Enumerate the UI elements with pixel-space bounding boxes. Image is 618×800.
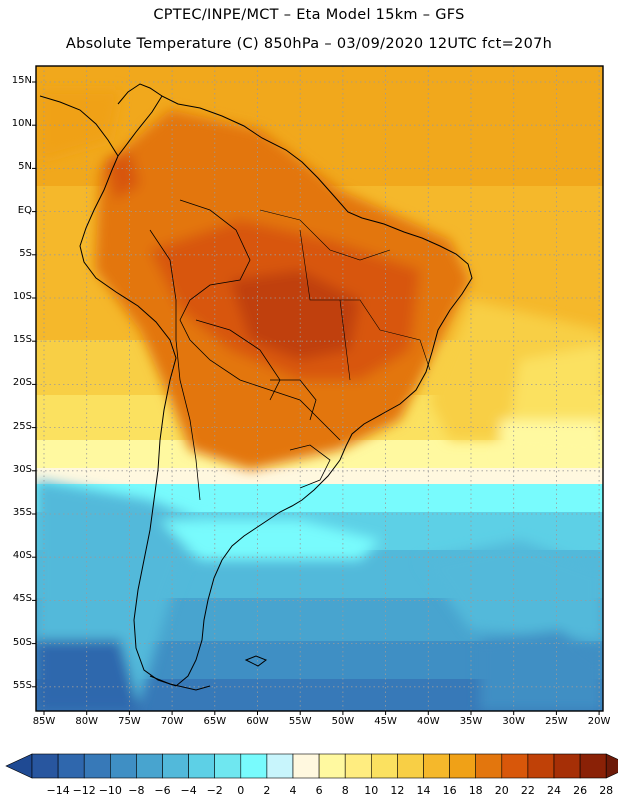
lon-label: 65W — [203, 716, 227, 727]
colorbar-segment — [188, 753, 216, 779]
colorbar-segment — [475, 753, 503, 779]
lon-label: 30W — [502, 716, 525, 727]
graticule — [36, 66, 603, 711]
colorbar-label: 12 — [390, 784, 405, 797]
lon-label: 45W — [374, 716, 397, 727]
colorbar-label: 26 — [573, 784, 588, 797]
lon-label: 20W — [587, 716, 611, 727]
colorbar-label: 24 — [547, 784, 561, 797]
lon-label: 85W — [32, 716, 56, 727]
colorbar-segment — [240, 753, 268, 779]
falklands — [244, 655, 268, 667]
temperature-field — [36, 66, 603, 711]
lat-label: 50S — [12, 636, 32, 648]
colorbar-label: 20 — [494, 784, 509, 797]
colorbar-segment — [579, 753, 607, 779]
colorbar-label: −14 — [46, 784, 70, 797]
map-frame — [35, 65, 604, 712]
lat-label: 10N — [11, 118, 32, 130]
colorbar-label: −2 — [206, 784, 223, 797]
lon-label: 75W — [118, 716, 141, 727]
map-title-line1: CPTEC/INPE/MCT – Eta Model 15km – GFS — [153, 7, 465, 23]
colorbar-arrow-high — [605, 753, 618, 779]
country-borders — [149, 199, 431, 501]
lat-label: 5S — [19, 247, 32, 259]
colorbar-segment — [318, 753, 346, 779]
border-brazil-west — [179, 199, 341, 441]
lon-label: 25W — [545, 716, 568, 727]
map-title-line2: Absolute Temperature (C) 850hPa – 03/09/… — [65, 36, 553, 52]
lat-label: 30S — [12, 463, 32, 475]
colorbar-segment — [397, 753, 424, 779]
caribbean-coast — [117, 83, 163, 105]
colorbar-label: −4 — [180, 784, 197, 797]
colorbar-label: −8 — [128, 784, 145, 797]
colorbar-label: 16 — [442, 784, 457, 797]
border-andes — [149, 229, 201, 501]
colorbar-label: 4 — [289, 784, 297, 797]
border-paraguay — [270, 379, 317, 421]
colorbar-label: 14 — [416, 784, 431, 797]
lat-label: 5N — [18, 161, 32, 173]
lat-label: 20S — [12, 377, 32, 389]
lon-label: 60W — [246, 716, 269, 727]
colorbar-segment — [449, 753, 477, 779]
lon-label: 40W — [416, 716, 440, 727]
colorbar-label: 8 — [341, 784, 349, 797]
coastlines — [39, 83, 473, 691]
colorbar-segment — [527, 753, 555, 779]
lat-label: 45S — [12, 593, 32, 605]
colorbar-segment — [110, 753, 137, 779]
colorbar-label: 28 — [599, 784, 614, 797]
colorbar-label: −10 — [98, 784, 122, 797]
colorbar-label: 0 — [237, 784, 245, 797]
lat-label: 40S — [12, 550, 32, 562]
brazil-states — [259, 209, 431, 381]
colorbar — [5, 753, 618, 779]
colorbar-segment — [214, 753, 242, 779]
colorbar-segment — [31, 753, 59, 779]
colorbar-segment — [344, 753, 372, 779]
colorbar-segment — [266, 753, 294, 779]
border-uruguay — [289, 444, 331, 489]
lat-label: 15S — [12, 334, 32, 346]
lon-label: 70W — [160, 716, 184, 727]
colorbar-label: 10 — [364, 784, 379, 797]
colorbar-label: 18 — [468, 784, 483, 797]
lat-label: 10S — [12, 291, 32, 302]
colorbar-label: 6 — [315, 784, 323, 797]
lat-label: 25S — [12, 420, 32, 432]
colorbar-segment — [136, 753, 163, 779]
central-america-coast — [39, 95, 119, 157]
axis-ticks — [32, 81, 600, 715]
colorbar-segment — [370, 753, 398, 779]
lon-label: 35W — [459, 716, 483, 727]
colorbar-label: 2 — [263, 784, 271, 797]
colorbar-segment — [501, 753, 529, 779]
colorbar-segment — [423, 753, 450, 779]
lon-label: 80W — [75, 716, 98, 727]
lon-label: 50W — [331, 716, 355, 727]
tierra-del-fuego — [149, 675, 211, 691]
lat-label: EQ — [17, 204, 32, 216]
colorbar-segment — [162, 753, 189, 779]
colorbar-label: 22 — [520, 784, 535, 797]
colorbar-segment — [83, 753, 111, 779]
colorbar-label: −6 — [154, 784, 171, 797]
colorbar-segment — [57, 753, 85, 779]
lon-label: 55W — [288, 716, 312, 727]
colorbar-segment — [292, 753, 320, 779]
border-bolivia — [195, 319, 281, 401]
south-america-coastline — [79, 95, 473, 687]
colorbar-arrow-low — [5, 753, 33, 779]
lat-label: 35S — [12, 507, 32, 518]
colorbar-label: −12 — [72, 784, 96, 797]
lat-label: 15N — [11, 75, 32, 86]
colorbar-segment — [553, 753, 581, 779]
lat-label: 55S — [12, 679, 32, 691]
